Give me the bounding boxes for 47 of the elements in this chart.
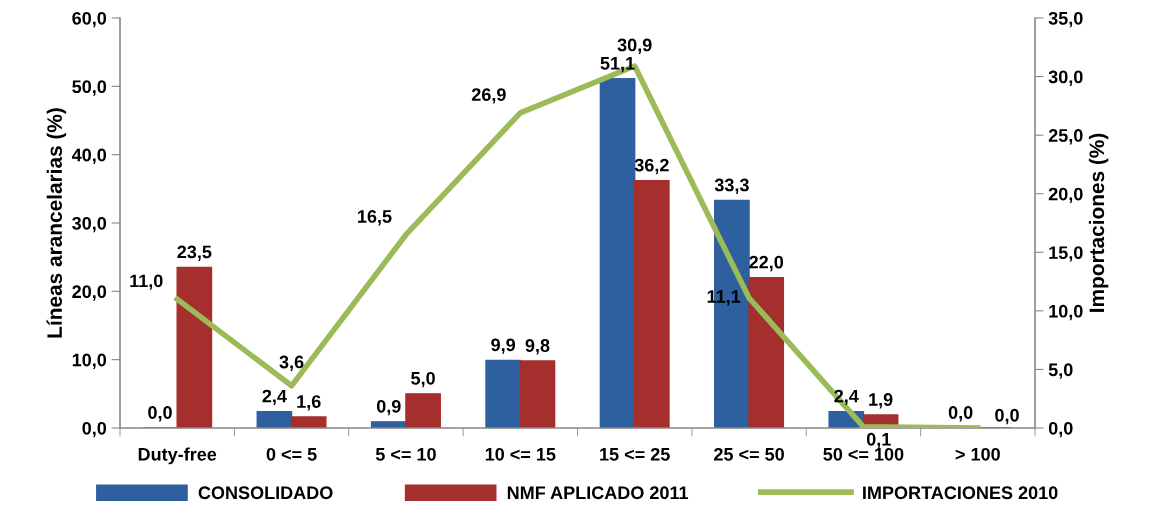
- y2-tick-label: 5,0: [1048, 363, 1073, 379]
- x-tick-label: 25 <= 50: [714, 447, 784, 461]
- x-tick-label: 15 <= 25: [600, 447, 670, 461]
- y-tick-label: 30,0: [72, 216, 107, 233]
- data-label: 3,6: [279, 355, 304, 371]
- legend-label: NMF APLICADO 2011: [507, 486, 689, 500]
- y-tick-label: 0,0: [82, 421, 107, 438]
- data-label: 1,6: [297, 395, 321, 411]
- data-label: 2,4: [262, 389, 287, 406]
- x-tick-label: 10 <= 15: [485, 447, 556, 461]
- x-tick-label: Duty-free: [138, 447, 217, 465]
- data-label: 9,8: [525, 339, 550, 355]
- legend-label: IMPORTACIONES 2010: [863, 486, 1058, 500]
- data-label: 33,3: [714, 178, 749, 194]
- data-label: 0,0: [948, 406, 973, 422]
- data-label: 9,9: [491, 338, 516, 354]
- data-label: 11,0: [130, 274, 163, 290]
- y-tick-label: 50,0: [72, 80, 107, 96]
- y2-tick-label: 35,0: [1048, 11, 1083, 28]
- y2-tick-label: 20,0: [1048, 187, 1083, 204]
- y2-tick-label: 30,0: [1048, 70, 1083, 86]
- data-label: 26,9: [471, 88, 506, 104]
- y2-tick-label: 25,0: [1048, 129, 1083, 145]
- y2-axis-title: Importaciones (%): [1088, 133, 1109, 312]
- y-tick-label: 60,0: [72, 11, 107, 28]
- data-label: 30,9: [617, 38, 652, 54]
- data-label: 0,0: [995, 408, 1019, 425]
- legend-label: CONSOLIDADO: [198, 486, 333, 500]
- y-tick-label: 10,0: [72, 353, 107, 369]
- data-label: 0,9: [376, 399, 401, 416]
- x-tick-label: 5 <= 10: [375, 447, 436, 461]
- data-label: 16,5: [358, 210, 392, 226]
- data-label: 0,1: [866, 432, 891, 449]
- data-label: 51,1: [600, 57, 635, 73]
- x-tick-label: 50 <= 100: [823, 447, 904, 461]
- data-label: 5,0: [411, 371, 435, 388]
- y2-tick-label: 0,0: [1048, 421, 1073, 438]
- data-label: 23,5: [177, 245, 212, 261]
- x-tick-label: 0 <= 5: [266, 447, 317, 461]
- data-label: 1,9: [869, 393, 893, 409]
- y-tick-label: 20,0: [72, 285, 107, 301]
- y-tick-label: 40,0: [71, 148, 107, 164]
- y-axis-title: Líneas arancelarias (%): [46, 108, 67, 338]
- x-tick-label: > 100: [955, 447, 1000, 461]
- data-label: 0,0: [148, 406, 172, 422]
- y2-tick-label: 15,0: [1049, 246, 1083, 262]
- y2-tick-label: 10,0: [1049, 304, 1083, 321]
